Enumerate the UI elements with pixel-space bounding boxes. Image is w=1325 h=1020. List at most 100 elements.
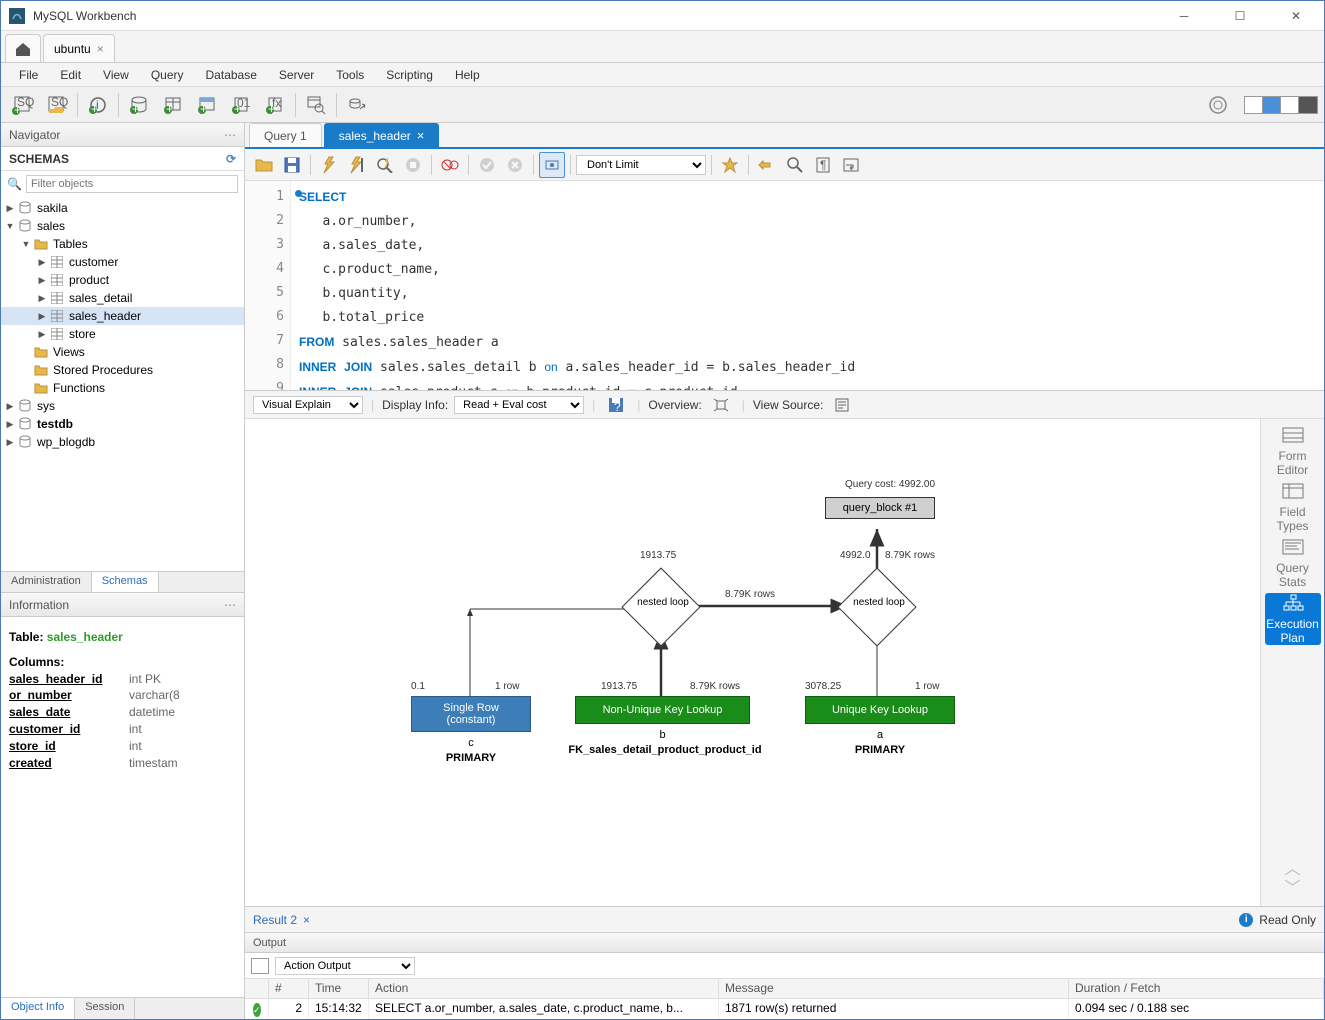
beautify-button[interactable] <box>717 152 743 178</box>
toggle-ws-button[interactable]: ¶ <box>810 152 836 178</box>
inspector-button[interactable]: i+ <box>82 90 114 120</box>
schema-tree[interactable]: ▶sakila▼sales▼Tables▶customer▶product▶sa… <box>1 197 244 571</box>
menu-server[interactable]: Server <box>269 65 324 85</box>
tree-item[interactable]: Functions <box>1 379 244 397</box>
zoom-button[interactable] <box>782 152 808 178</box>
reconnect-button[interactable] <box>341 90 373 120</box>
menu-tools[interactable]: Tools <box>326 65 374 85</box>
no-commit-button[interactable] <box>437 152 463 178</box>
panel-toggle[interactable] <box>1244 96 1318 114</box>
tab-schemas[interactable]: Schemas <box>92 572 159 592</box>
execute-current-button[interactable] <box>344 152 370 178</box>
display-info-select[interactable]: Read + Eval cost <box>454 396 584 414</box>
output-list-icon[interactable] <box>251 958 269 974</box>
tree-item[interactable]: Stored Procedures <box>1 361 244 379</box>
open-file-button[interactable] <box>251 152 277 178</box>
navigator-header: Navigator⋯ <box>1 123 244 147</box>
explain-button[interactable] <box>372 152 398 178</box>
output-select[interactable]: Action Output <box>275 957 415 975</box>
side-tool-field-types[interactable]: FieldTypes <box>1265 481 1321 533</box>
filter-input[interactable] <box>26 175 238 193</box>
save-file-button[interactable] <box>279 152 305 178</box>
save-explain-button[interactable]: ? <box>603 392 629 418</box>
explain-canvas[interactable]: Query cost: 4992.00 query_block #1 4992.… <box>245 419 1260 906</box>
connection-tab-close[interactable]: × <box>97 42 104 56</box>
connection-tab[interactable]: ubuntu × <box>43 34 115 62</box>
query-tab[interactable]: sales_header× <box>324 123 440 147</box>
rollback-button[interactable] <box>502 152 528 178</box>
tree-item[interactable]: ▶sales_header <box>1 307 244 325</box>
maximize-button[interactable]: ☐ <box>1220 2 1260 30</box>
tree-item[interactable]: ▶product <box>1 271 244 289</box>
schemas-header: SCHEMAS ⟳ <box>1 147 244 171</box>
explain-mode-select[interactable]: Visual Explain <box>253 396 363 414</box>
home-tab[interactable] <box>5 34 41 62</box>
explain-toolbar: Visual Explain | Display Info: Read + Ev… <box>245 391 1324 419</box>
menu-scripting[interactable]: Scripting <box>376 65 443 85</box>
new-schema-button[interactable]: + <box>123 90 155 120</box>
result-tab-close[interactable]: × <box>303 913 310 927</box>
query-block-box: query_block #1 <box>825 497 935 519</box>
autocommit-button[interactable] <box>539 152 565 178</box>
limit-select[interactable]: Don't Limit <box>576 155 706 175</box>
new-func-button[interactable]: fx+ <box>259 90 291 120</box>
breakpoint-marker <box>295 190 302 197</box>
side-tool-execution-plan[interactable]: ExecutionPlan <box>1265 593 1321 645</box>
tree-item[interactable]: ▶customer <box>1 253 244 271</box>
information-header: Information⋯ <box>1 593 244 617</box>
tab-session[interactable]: Session <box>75 998 135 1019</box>
dashboard-icon[interactable] <box>1202 90 1234 120</box>
tree-item[interactable]: ▶wp_blogdb <box>1 433 244 451</box>
minimize-button[interactable]: ─ <box>1164 2 1204 30</box>
close-button[interactable]: ✕ <box>1276 2 1316 30</box>
new-table-button[interactable]: + <box>157 90 189 120</box>
tree-item[interactable]: ▶sys <box>1 397 244 415</box>
new-sql-tab-button[interactable]: SQL+ <box>7 90 39 120</box>
connection-tab-label: ubuntu <box>54 42 91 56</box>
result-tab[interactable]: Result 2× <box>253 913 310 927</box>
window-title: MySQL Workbench <box>33 9 1164 23</box>
home-icon <box>14 41 32 57</box>
open-sql-button[interactable]: SQL <box>41 90 73 120</box>
menu-database[interactable]: Database <box>196 65 267 85</box>
search-table-button[interactable] <box>300 90 332 120</box>
menu-query[interactable]: Query <box>141 65 194 85</box>
tree-item[interactable]: ▶sakila <box>1 199 244 217</box>
refresh-icon[interactable]: ⟳ <box>226 152 236 166</box>
nonunique-lookup-box: Non-Unique Key Lookup <box>575 696 750 724</box>
tree-item[interactable]: ▶store <box>1 325 244 343</box>
side-tool-form-editor[interactable]: FormEditor <box>1265 425 1321 477</box>
menu-view[interactable]: View <box>93 65 139 85</box>
titlebar: MySQL Workbench ─ ☐ ✕ <box>1 1 1324 31</box>
new-proc-button[interactable]: 01+ <box>225 90 257 120</box>
sql-editor[interactable]: 123456789 SELECT a.or_number, a.sales_da… <box>245 181 1324 391</box>
tree-item[interactable]: Views <box>1 343 244 361</box>
commit-button[interactable] <box>474 152 500 178</box>
query-tab[interactable]: Query 1 <box>249 123 322 147</box>
menu-help[interactable]: Help <box>445 65 490 85</box>
tab-administration[interactable]: Administration <box>1 572 92 592</box>
svg-text:+: + <box>91 102 98 115</box>
tree-item[interactable]: ▶sales_detail <box>1 289 244 307</box>
query-tab-close[interactable]: × <box>417 128 425 143</box>
svg-text:+: + <box>166 102 173 115</box>
view-source-button[interactable] <box>829 392 855 418</box>
menu-edit[interactable]: Edit <box>50 65 91 85</box>
find-button[interactable] <box>754 152 780 178</box>
execute-button[interactable] <box>316 152 342 178</box>
single-row-box: Single Row (constant) <box>411 696 531 732</box>
nav-up-icon[interactable]: ︿ <box>1284 860 1300 879</box>
tree-item[interactable]: ▼sales <box>1 217 244 235</box>
tree-item[interactable]: ▶testdb <box>1 415 244 433</box>
side-tool-query-stats[interactable]: QueryStats <box>1265 537 1321 589</box>
overview-button[interactable] <box>708 392 734 418</box>
wrap-button[interactable] <box>838 152 864 178</box>
new-view-button[interactable]: + <box>191 90 223 120</box>
output-row[interactable]: ✓ 2 15:14:32 SELECT a.or_number, a.sales… <box>245 999 1324 1019</box>
tab-object-info[interactable]: Object Info <box>1 998 75 1019</box>
tree-item[interactable]: ▼Tables <box>1 235 244 253</box>
nav-down-icon[interactable]: ﹀ <box>1284 879 1300 898</box>
stop-button[interactable] <box>400 152 426 178</box>
svg-text:+: + <box>132 102 139 115</box>
menu-file[interactable]: File <box>9 65 48 85</box>
